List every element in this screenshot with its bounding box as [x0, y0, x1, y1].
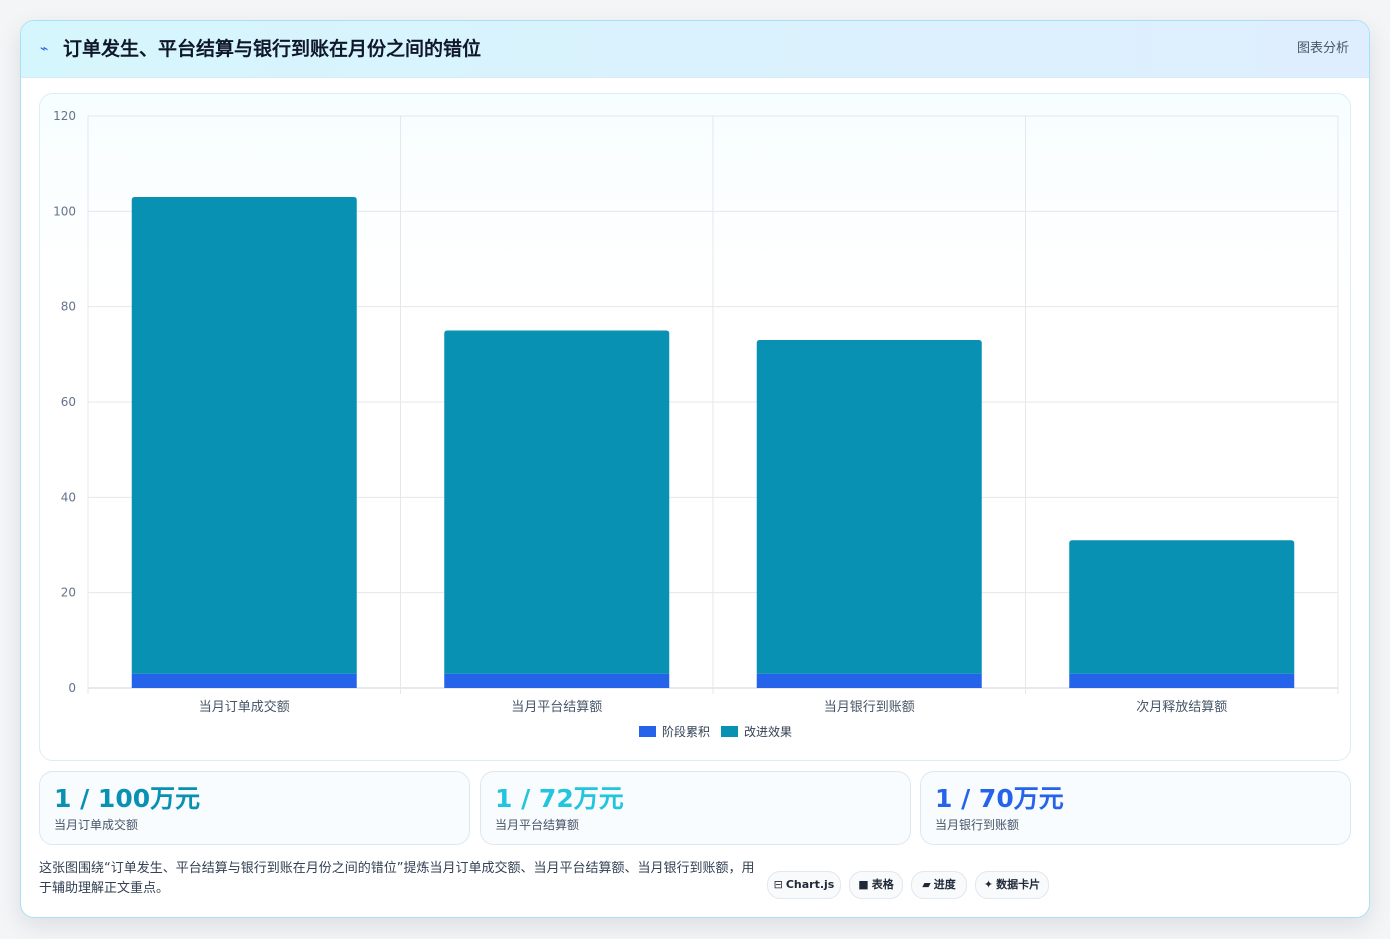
y-tick-label: 20	[61, 586, 76, 600]
chip-label: Chart.js	[785, 878, 835, 891]
y-tick-label: 40	[61, 490, 76, 504]
chart-icon: ⊟	[773, 878, 783, 891]
bar-stage	[756, 673, 982, 688]
bar-chart: 0 20 40 60 80 100 120 当月订单成交额 当月平台结算额 当月银行到账额 次月释放…	[53, 109, 1339, 739]
legend-label: 阶段累积	[662, 724, 710, 739]
table-icon: ■	[858, 878, 869, 891]
chart-card: ⌁ 订单发生、平台结算与银行到账在月份之间的错位 图表分析 0 20 40 60 80 1…	[20, 20, 1370, 918]
bar-effect	[444, 330, 670, 674]
y-tick-label: 0	[68, 681, 76, 695]
chip-label: 表格	[871, 878, 894, 891]
stat-label: 当月银行到账额	[935, 818, 1020, 832]
card-title: 订单发生、平台结算与银行到账在月份之间的错位	[63, 38, 482, 60]
bar-stage	[1069, 673, 1295, 688]
progress-icon: ▰	[922, 878, 931, 891]
x-tick-label: 当月订单成交额	[199, 699, 290, 715]
stat-value: 1 / 72万元	[495, 784, 624, 813]
chart-description: 这张图围绕“订单发生、平台结算与银行到账在月份之间的错位”提炼当月订单成交额、当…	[39, 861, 755, 896]
legend-swatch	[721, 726, 738, 737]
stat-card: 1 / 72万元 当月平台结算额	[480, 771, 911, 845]
chip-data-card[interactable]: ✦ 数据卡片	[975, 871, 1049, 899]
chart-panel: 0 20 40 60 80 100 120 当月订单成交额 当月平台结算额 当月银行到账额 次月释放…	[39, 93, 1351, 761]
stat-card: 1 / 100万元 当月订单成交额	[39, 771, 470, 845]
bar-effect	[131, 197, 357, 674]
legend-label: 改进效果	[744, 724, 792, 739]
chip-label: 数据卡片	[996, 878, 1041, 891]
pulse-line-icon: ⌁	[40, 41, 49, 57]
card-header: ⌁ 订单发生、平台结算与银行到账在月份之间的错位 图表分析	[21, 21, 1369, 78]
sparkle-icon: ✦	[983, 878, 994, 891]
chip-label: 进度	[933, 878, 956, 891]
y-tick-label: 60	[61, 395, 76, 409]
stat-label: 当月订单成交额	[54, 818, 139, 832]
chip-progress[interactable]: ▰ 进度	[911, 871, 967, 899]
bar-stage	[444, 673, 670, 688]
y-tick-label: 80	[61, 300, 76, 314]
stat-label: 当月平台结算额	[495, 818, 580, 832]
x-tick-label: 次月释放结算额	[1136, 699, 1227, 715]
x-tick-label: 当月银行到账额	[824, 700, 915, 715]
stat-card: 1 / 70万元 当月银行到账额	[920, 771, 1351, 845]
bar-effect	[1069, 540, 1295, 674]
card-tag: 图表分析	[1296, 41, 1349, 56]
legend-swatch	[639, 726, 656, 737]
chip-table[interactable]: ■ 表格	[849, 871, 903, 899]
y-tick-label: 120	[53, 109, 76, 123]
stat-value: 1 / 100万元	[54, 784, 201, 813]
x-tick-label: 当月平台结算额	[511, 700, 602, 715]
chip-chartjs[interactable]: ⊟ Chart.js	[767, 871, 841, 899]
stat-cards: 1 / 100万元 当月订单成交额 1 / 72万元 当月平台结算额 1 / 7…	[39, 771, 1351, 845]
bar-effect	[756, 340, 982, 674]
bar-stage	[131, 673, 357, 688]
y-tick-label: 100	[53, 204, 76, 218]
stat-value: 1 / 70万元	[935, 784, 1064, 813]
